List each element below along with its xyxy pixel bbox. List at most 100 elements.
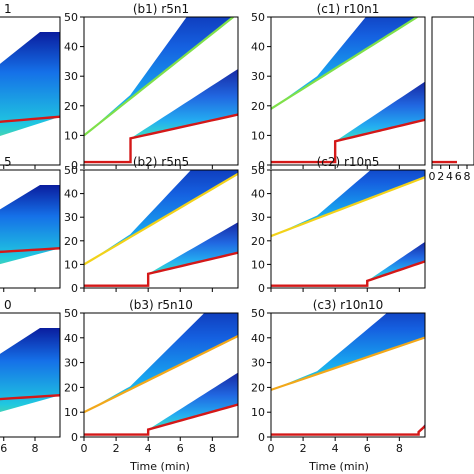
y-tick-label: 10 [251, 129, 265, 142]
x-tick-label: 0 [81, 442, 88, 455]
panel-frame [270, 16, 426, 166]
fan-region [271, 170, 425, 237]
panel-frame [83, 312, 239, 438]
panel-frame [270, 169, 426, 289]
x-axis-label: Time (min) [308, 460, 369, 473]
y-tick-label: 50 [251, 307, 265, 320]
x-tick-label: 8 [464, 170, 471, 183]
x-tick-label: 4 [446, 170, 453, 183]
y-tick-label: 50 [251, 11, 265, 24]
x-tick-label: 8 [209, 442, 216, 455]
panel-c2: (c2) r10n5 0 10 20 30 40 50 [251, 155, 426, 295]
x-tick-label: 6 [0, 442, 7, 455]
y-tick-label: 30 [251, 357, 265, 370]
panel-title: 5 [4, 155, 12, 169]
ridge-line [271, 336, 425, 391]
x-tick-label: 0 [268, 442, 275, 455]
x-tick-label: 0 [429, 170, 436, 183]
panel-title: (b3) r5n10 [129, 298, 193, 312]
fan-region [271, 313, 425, 390]
y-tick-label: 30 [64, 70, 78, 83]
ridge-line [271, 176, 425, 238]
ridge-line [84, 17, 234, 137]
baseline-line [0, 247, 60, 254]
panel-frame [0, 169, 61, 289]
panel-a2: 5 [0, 155, 61, 292]
y-tick-label: 10 [251, 258, 265, 271]
y-tick-label: 30 [251, 70, 265, 83]
y-tick-label: 40 [251, 188, 265, 201]
x-axis-label: Time (min) [129, 460, 190, 473]
y-tick-label: 0 [258, 282, 265, 295]
y-tick-label: 50 [64, 164, 78, 177]
x-tick-label: 6 [455, 170, 462, 183]
fan-region [0, 328, 60, 412]
y-tick-label: 0 [258, 431, 265, 444]
baseline-line [271, 260, 425, 287]
y-tick-label: 30 [251, 211, 265, 224]
y-tick-label: 0 [71, 159, 78, 172]
ridge-line [84, 335, 238, 414]
y-tick-label: 20 [251, 381, 265, 394]
panel-title: (c3) r10n10 [313, 298, 384, 312]
y-tick-label: 40 [251, 332, 265, 345]
panel-frame [0, 312, 61, 438]
panel-b2: (b2) r5n5 0 10 20 30 40 50 [64, 155, 239, 295]
y-tick-label: 20 [64, 381, 78, 394]
y-tick-label: 50 [64, 11, 78, 24]
y-tick-label: 10 [64, 258, 78, 271]
baseline-line [271, 118, 425, 164]
y-tick-label: 20 [64, 235, 78, 248]
fan-region [0, 185, 60, 265]
baseline-line [271, 425, 425, 436]
panel-title: 0 [4, 298, 12, 312]
y-tick-label: 10 [64, 406, 78, 419]
y-tick-label: 40 [64, 41, 78, 54]
baseline-line [0, 394, 60, 401]
baseline-line [84, 113, 238, 164]
panel-b3: (b3) r5n10 0 10 20 30 40 50 0 2 4 6 8 [64, 298, 239, 455]
y-tick-label: 0 [258, 159, 265, 172]
x-tick-label: 2 [300, 442, 307, 455]
x-tick-label: 2 [437, 170, 444, 183]
y-tick-label: 10 [64, 129, 78, 142]
y-tick-label: 20 [64, 100, 78, 113]
y-tick-label: 40 [64, 188, 78, 201]
y-tick-label: 0 [71, 282, 78, 295]
lower-fan-region [148, 372, 238, 430]
ridge-line [271, 17, 418, 110]
panel-a1: 1 [0, 2, 61, 169]
panel-title: (c2) r10n5 [317, 155, 380, 169]
lower-fan-region [148, 222, 238, 274]
x-tick-label: 4 [332, 442, 339, 455]
x-tick-label: 2 [113, 442, 120, 455]
baseline-line [84, 403, 238, 436]
panel-title: 1 [4, 2, 12, 16]
x-tick-label: 6 [177, 442, 184, 455]
y-tick-label: 40 [251, 41, 265, 54]
panel-frame [270, 312, 426, 438]
y-tick-label: 20 [251, 235, 265, 248]
panel-title: (c1) r10n1 [317, 2, 380, 16]
panel-frame [83, 16, 239, 166]
panel-frame [431, 16, 474, 166]
y-tick-label: 20 [251, 100, 265, 113]
lower-fan-region [335, 81, 425, 142]
baseline-line [0, 115, 60, 124]
y-tick-label: 10 [251, 406, 265, 419]
panel-title: (b2) r5n5 [133, 155, 189, 169]
x-tick-label: 8 [32, 442, 39, 455]
x-tick-label: 8 [396, 442, 403, 455]
baseline-line [84, 251, 238, 287]
panel-frame [0, 16, 61, 166]
panel-title: (b1) r5n1 [133, 2, 189, 16]
x-tick-label: 4 [145, 442, 152, 455]
y-tick-label: 50 [251, 164, 265, 177]
lower-fan-region [130, 68, 238, 139]
fan-region [0, 32, 60, 137]
y-tick-label: 40 [64, 332, 78, 345]
y-tick-label: 0 [71, 431, 78, 444]
